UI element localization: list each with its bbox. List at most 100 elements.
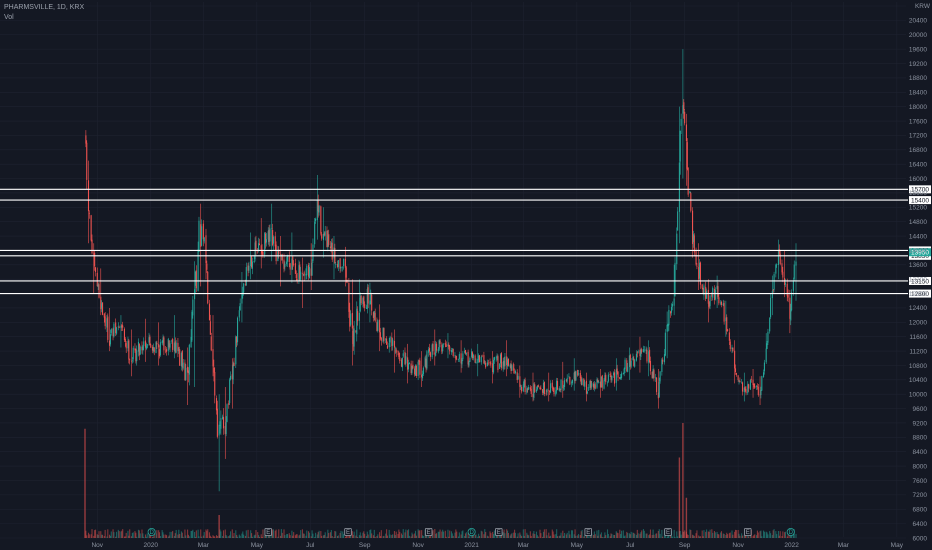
price-axis[interactable]: KRW6000640068007200760080008400880092009… (909, 3, 931, 542)
candle (236, 316, 239, 346)
volume-bar (107, 529, 109, 538)
candle (295, 270, 297, 282)
earnings-marker[interactable]: E (744, 528, 752, 537)
candle (174, 337, 176, 354)
earnings-marker[interactable]: E (344, 528, 352, 537)
volume-bar (610, 533, 612, 538)
earnings-marker[interactable]: E (424, 528, 433, 537)
candle (434, 329, 436, 366)
candle-body (741, 382, 744, 392)
marker-box[interactable] (664, 528, 672, 536)
candle (540, 385, 542, 391)
volume-bar (739, 535, 741, 538)
marker-box[interactable] (424, 528, 433, 536)
candle-body (791, 292, 793, 311)
volume-bar (670, 534, 672, 538)
candle-body (648, 351, 650, 363)
candle-body (706, 291, 708, 299)
volume-bar (142, 533, 144, 538)
horizontal-levels[interactable]: 15700154001400013850131501280013950 (0, 185, 931, 298)
volume-bar (200, 529, 202, 538)
volume-bar (510, 534, 512, 538)
marker-circle[interactable] (147, 528, 156, 537)
volume-bar (594, 534, 596, 538)
candle (308, 263, 310, 279)
candle-body (299, 264, 301, 279)
candle-body (206, 263, 208, 270)
volume-bar (374, 536, 376, 538)
candle-body (96, 272, 98, 287)
candle (103, 313, 105, 323)
level-line[interactable]: 12800 (0, 289, 931, 298)
symbol-line[interactable]: PHARMSVILLE, 1D, KRX (4, 4, 85, 11)
candle-body (739, 380, 741, 383)
candle (363, 295, 365, 309)
candle (649, 356, 652, 375)
candle-body (661, 359, 663, 372)
candle-body (358, 312, 360, 321)
time-axis[interactable]: Nov 2020 Mar May Jul Sep Nov 2021 Mar May Jul Sep No… (91, 542, 903, 549)
volume-bar (300, 530, 302, 538)
volume-bar (146, 533, 148, 538)
candle (651, 371, 653, 379)
candle (775, 263, 777, 278)
candle (442, 343, 444, 354)
volume-bar (299, 534, 301, 538)
candle-body (493, 357, 495, 361)
candle-body (471, 351, 473, 357)
marker-circle[interactable] (467, 528, 476, 537)
candle-body (364, 304, 366, 308)
level-line[interactable]: 15400 (0, 196, 931, 204)
dividend-marker[interactable]: D (786, 528, 795, 537)
candle (110, 328, 112, 336)
candle (104, 312, 106, 330)
candle-body (577, 369, 579, 376)
candle-body (429, 352, 431, 357)
y-tick-label: 8400 (913, 449, 928, 456)
earnings-marker[interactable]: E (495, 528, 503, 537)
marker-box[interactable] (264, 528, 272, 536)
volume-bar (428, 536, 431, 538)
candle-body (258, 243, 261, 246)
level-line[interactable]: 13150 (0, 276, 931, 285)
level-line[interactable]: 15700 (0, 185, 931, 194)
dividend-marker[interactable]: D (467, 528, 476, 537)
marker-box[interactable] (584, 528, 592, 536)
dividend-marker[interactable]: D (147, 528, 156, 537)
candle (526, 385, 528, 395)
candle-body (382, 327, 384, 342)
volume-bar (236, 534, 238, 538)
candle (603, 378, 605, 390)
volume-label[interactable]: Vol (4, 14, 14, 21)
volume-bar (151, 536, 154, 538)
marker-box[interactable] (744, 528, 752, 536)
marker-box[interactable] (344, 528, 352, 536)
candle (752, 369, 754, 398)
earnings-marker[interactable]: E (264, 528, 272, 537)
candle (136, 345, 138, 366)
candle (691, 207, 694, 258)
candle-body (760, 389, 762, 395)
y-tick-label: 13600 (909, 262, 927, 269)
candle-body (392, 339, 394, 346)
volume-bar (481, 531, 483, 538)
candle (745, 386, 747, 396)
candle (190, 329, 192, 348)
earnings-marker[interactable]: E (664, 528, 672, 537)
candle (429, 351, 431, 362)
candle (754, 383, 756, 389)
earnings-marker[interactable]: E (584, 528, 592, 537)
candle-body (622, 373, 624, 375)
candle-body (383, 328, 385, 341)
candle-body (357, 311, 359, 322)
candle (478, 353, 480, 363)
candle (680, 113, 682, 135)
volume-bar (771, 535, 773, 538)
candle (522, 381, 524, 393)
volume-bar (380, 530, 382, 538)
marker-box[interactable] (495, 528, 503, 536)
marker-circle[interactable] (786, 528, 795, 537)
